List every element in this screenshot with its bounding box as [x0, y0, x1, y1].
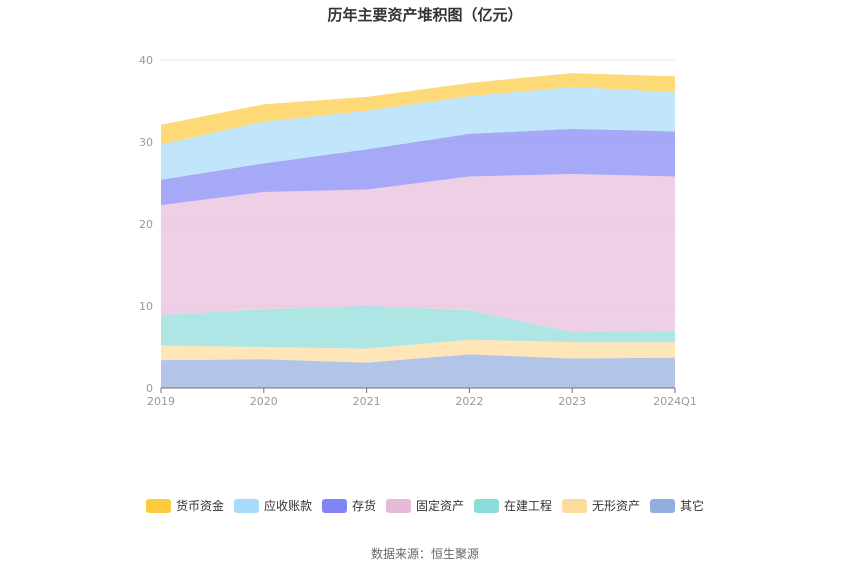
area-2: [161, 306, 675, 349]
legend-item[interactable]: 应收账款: [234, 498, 312, 513]
y-tick-label: 20: [139, 218, 153, 231]
legend-item[interactable]: 货币资金: [146, 498, 224, 513]
legend-swatch: [474, 499, 499, 513]
y-tick-label: 0: [146, 382, 153, 395]
legend-item[interactable]: 存货: [322, 498, 376, 513]
legend: 货币资金 应收账款 存货 固定资产 在建工程 无形资产 其它: [146, 498, 704, 513]
x-tick-label: 2019: [147, 395, 175, 408]
legend-swatch: [322, 499, 347, 513]
legend-swatch: [562, 499, 587, 513]
legend-label: 存货: [352, 498, 376, 513]
area-6: [161, 73, 675, 145]
legend-swatch: [650, 499, 675, 513]
legend-item[interactable]: 其它: [650, 498, 704, 513]
legend-item[interactable]: 无形资产: [562, 499, 640, 513]
data-source: 数据来源：恒生聚源: [371, 546, 479, 561]
legend-label: 货币资金: [176, 498, 224, 513]
legend-swatch: [234, 499, 259, 513]
legend-swatch: [146, 499, 171, 513]
x-tick-label: 2023: [558, 395, 586, 408]
x-tick-label: 2024Q1: [653, 395, 697, 408]
legend-item[interactable]: 固定资产: [386, 498, 464, 513]
area-4: [161, 128, 675, 206]
area-3: [161, 173, 675, 333]
legend-swatch: [386, 499, 411, 513]
legend-label: 在建工程: [504, 498, 552, 513]
x-tick-label: 2021: [353, 395, 381, 408]
area-1: [161, 339, 675, 363]
axes: 0 10 20 30 40 2019 2020 2021 2022 2023 2024Q1: [139, 54, 697, 408]
chart-title: 历年主要资产堆积图（亿元）: [327, 6, 522, 24]
area-series: [161, 73, 675, 388]
y-tick-label: 10: [139, 300, 153, 313]
y-tick-label: 40: [139, 54, 153, 67]
area-5: [161, 87, 675, 180]
legend-item[interactable]: 在建工程: [474, 498, 552, 513]
legend-label: 固定资产: [416, 498, 464, 513]
x-tick-label: 2020: [250, 395, 278, 408]
legend-label: 其它: [680, 498, 704, 513]
area-0: [161, 354, 675, 388]
legend-label: 应收账款: [264, 498, 312, 513]
y-tick-label: 30: [139, 136, 153, 149]
legend-label: 无形资产: [592, 499, 640, 513]
x-tick-label: 2022: [455, 395, 483, 408]
